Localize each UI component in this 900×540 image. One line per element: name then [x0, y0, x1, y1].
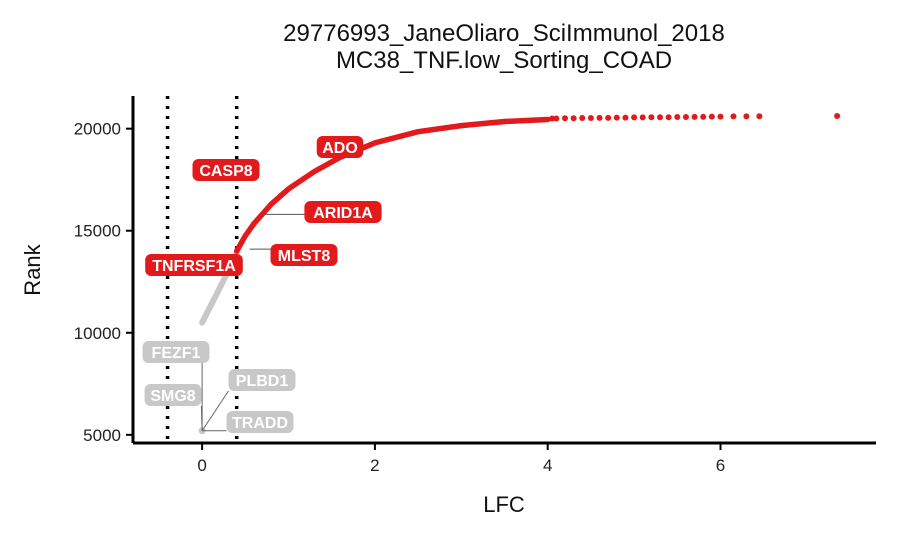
data-point — [730, 113, 737, 120]
data-point — [587, 115, 594, 122]
data-point — [622, 114, 629, 121]
y-axis-title: Rank — [20, 243, 45, 295]
gene-label: SMG8 — [150, 388, 195, 405]
plot-area: 0 2 4 6 5000 10000 15000 20000 ADO CASP8 ARID1A MLS… — [74, 96, 876, 475]
gene-label: CASP8 — [199, 163, 252, 180]
gene-label: FEZF1 — [152, 345, 201, 362]
data-point — [553, 115, 560, 122]
data-point — [700, 113, 707, 120]
data-point — [717, 113, 724, 120]
data-point — [648, 114, 655, 121]
data-point — [596, 114, 603, 121]
data-point — [657, 114, 664, 121]
label-connector — [200, 405, 203, 431]
x-tick-label: 4 — [543, 456, 552, 475]
y-tick-label: 5000 — [83, 426, 121, 445]
data-point — [708, 113, 715, 120]
data-point — [549, 115, 556, 122]
gene-label: PLBD1 — [236, 373, 289, 390]
label-connector — [201, 390, 229, 432]
data-point — [631, 114, 638, 121]
gene-label-box — [270, 244, 338, 266]
chart-title: 29776993_JaneOliaro_SciImmunol_2018 — [283, 20, 725, 47]
x-axis-title: LFC — [483, 492, 525, 517]
data-point — [570, 115, 577, 122]
gene-label-box — [145, 254, 243, 276]
data-point — [613, 114, 620, 121]
y-tick-label: 15000 — [74, 222, 121, 241]
data-point — [639, 114, 646, 121]
gene-label: TNFRSF1A — [152, 258, 236, 275]
data-point — [691, 113, 698, 120]
gene-label-box — [228, 369, 296, 391]
data-point — [665, 114, 672, 121]
gene-label-box — [316, 136, 364, 158]
chart-subtitle: MC38_TNF.low_Sorting_COAD — [336, 47, 672, 74]
data-point — [561, 115, 568, 122]
x-tick-label: 0 — [197, 456, 206, 475]
data-point — [605, 114, 612, 121]
data-point — [834, 113, 841, 120]
data-point — [756, 113, 763, 120]
gene-label: ADO — [322, 140, 358, 157]
data-point — [682, 114, 689, 121]
gene-label: MLST8 — [278, 248, 331, 265]
data-point — [579, 115, 586, 122]
gene-label-box — [142, 341, 210, 363]
red-gene-series — [233, 116, 551, 254]
x-tick-label: 2 — [370, 456, 379, 475]
gene-label: TRADD — [232, 415, 288, 432]
x-tick-label: 6 — [716, 456, 725, 475]
gene-label: ARID1A — [313, 205, 373, 222]
y-tick-label: 10000 — [74, 324, 121, 343]
gene-label-box — [192, 159, 260, 181]
gene-label-box — [304, 201, 382, 223]
data-point — [674, 114, 681, 121]
data-point — [743, 113, 750, 120]
gene-label-box — [144, 384, 202, 406]
gene-label-box — [226, 411, 294, 433]
y-tick-label: 20000 — [74, 120, 121, 139]
